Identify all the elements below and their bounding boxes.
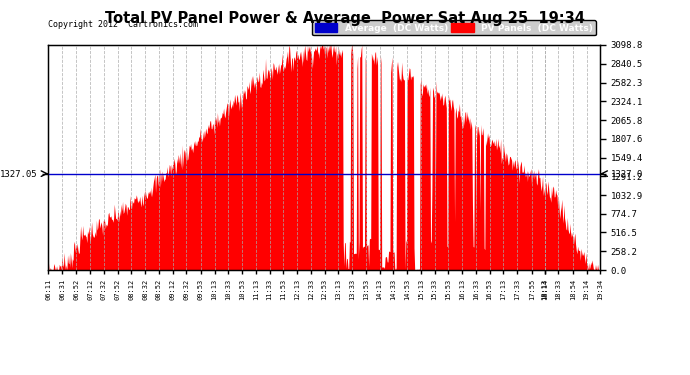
Text: Copyright 2012  Cartronics.com: Copyright 2012 Cartronics.com [48, 20, 198, 29]
Text: Total PV Panel Power & Average  Power Sat Aug 25  19:34: Total PV Panel Power & Average Power Sat… [105, 11, 585, 26]
Legend: Average  (DC Watts), PV Panels  (DC Watts): Average (DC Watts), PV Panels (DC Watts) [312, 20, 595, 35]
